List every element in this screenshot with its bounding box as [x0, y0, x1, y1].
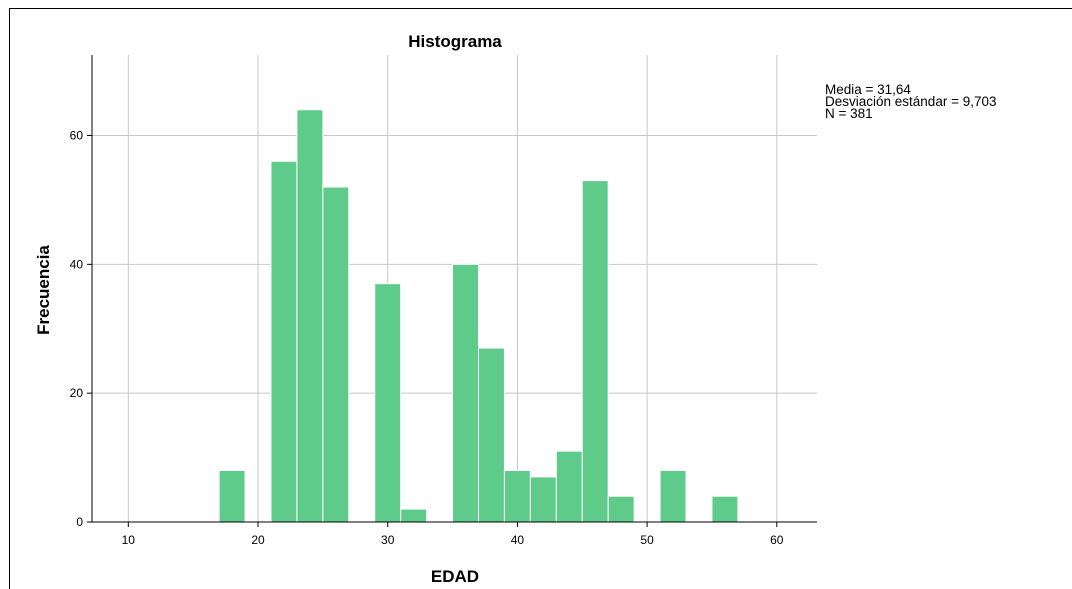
histogram-bar	[270, 160, 298, 523]
x-tick-label: 10	[122, 533, 136, 547]
histogram-bar	[555, 450, 583, 523]
y-axis-label: Frecuencia	[34, 245, 53, 335]
histogram-bars	[218, 109, 739, 523]
histogram-bar	[400, 508, 428, 523]
y-tick-label: 40	[70, 257, 84, 271]
x-tick-labels: 10 20 30 40 50 60	[122, 522, 784, 547]
histogram-bar	[529, 476, 557, 523]
y-tick-label: 0	[76, 515, 83, 529]
mean-label: Media = 31,64	[825, 82, 911, 97]
n-label: N = 381	[825, 106, 873, 121]
histogram-bar	[503, 469, 531, 523]
histogram-bar	[659, 469, 687, 523]
y-tick-label: 20	[70, 386, 84, 400]
sd-label: Desviación estándar = 9,703	[825, 94, 997, 109]
axes	[91, 55, 817, 523]
chart-title: Histograma	[408, 32, 502, 51]
x-tick-label: 60	[770, 533, 784, 547]
x-tick-label: 40	[511, 533, 525, 547]
x-tick-label: 20	[251, 533, 265, 547]
histogram-bar	[711, 495, 739, 523]
histogram-bar	[296, 109, 324, 523]
x-tick-label: 30	[381, 533, 395, 547]
x-tick-label: 50	[640, 533, 654, 547]
histogram-bar	[374, 283, 402, 523]
histogram-bar	[477, 347, 505, 523]
chart-frame	[9, 8, 1072, 589]
histogram-bar	[581, 180, 609, 523]
histogram-bar	[218, 469, 246, 523]
histogram-bar	[607, 495, 635, 523]
histogram-bar	[322, 186, 350, 523]
summary-stats: Media = 31,64 Desviación estándar = 9,70…	[825, 82, 997, 121]
y-tick-label: 60	[70, 129, 84, 143]
y-tick-labels: 0 20 40 60	[70, 129, 92, 529]
x-axis-label: EDAD	[431, 567, 479, 586]
histogram-bar	[452, 263, 479, 523]
